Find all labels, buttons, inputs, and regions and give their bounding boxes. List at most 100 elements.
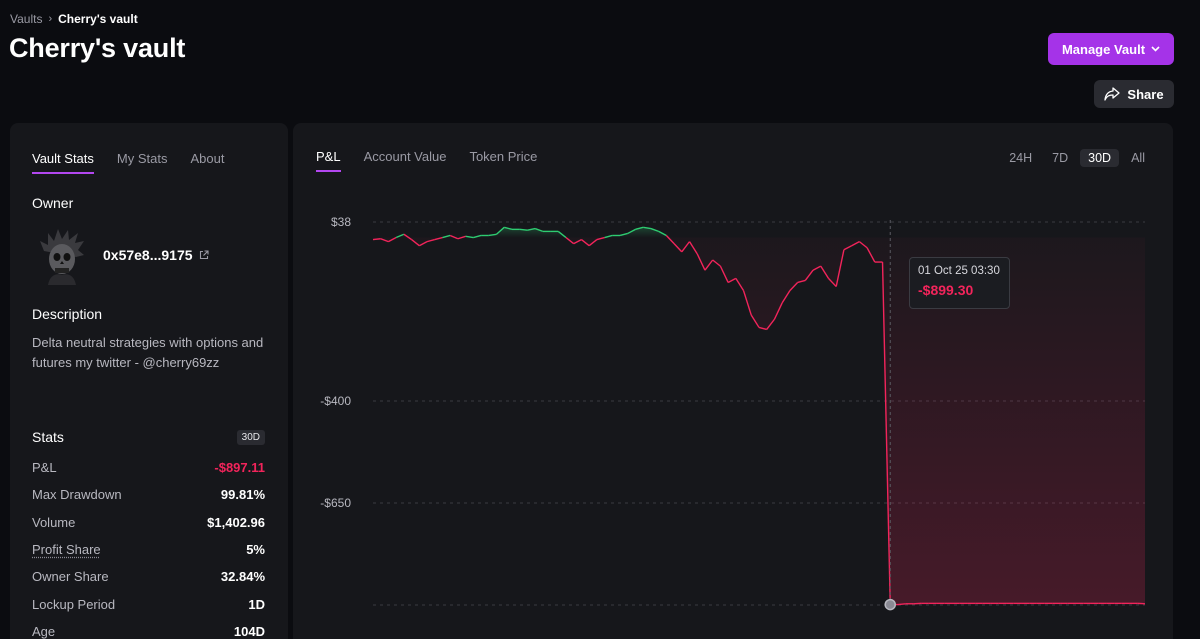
y-tick-label: -$650 <box>320 496 351 510</box>
pnl-line-segment <box>619 232 628 237</box>
stat-row-volume: Volume $1,402.96 <box>32 515 265 530</box>
range-all-button[interactable]: All <box>1131 151 1145 165</box>
pnl-line-segment <box>781 290 791 304</box>
pnl-line-segment <box>519 228 528 231</box>
pnl-line-segment <box>881 262 891 605</box>
pnl-line-segment <box>704 259 714 271</box>
stat-value: 32.84% <box>220 569 265 584</box>
pnl-line-segment <box>673 243 683 253</box>
pnl-line-segment <box>897 603 906 606</box>
vault-stats-panel: Vault Stats My Stats About Owner 0x57e8.… <box>10 123 288 639</box>
pnl-line-segment <box>596 236 605 241</box>
pnl-line-segment <box>750 314 760 328</box>
pnl-line-segment <box>804 269 814 281</box>
tab-my-stats[interactable]: My Stats <box>116 151 168 166</box>
pnl-line-segment <box>449 234 459 240</box>
share-button[interactable]: Share <box>1094 80 1174 108</box>
pnl-line-segment <box>812 265 822 271</box>
range-30d-button[interactable]: 30D <box>1080 149 1120 167</box>
external-link-icon <box>199 250 209 260</box>
pnl-line-segment <box>604 234 613 239</box>
stat-key: Age <box>32 624 56 639</box>
pnl-line-segment <box>727 277 737 284</box>
skull-avatar-icon <box>40 229 84 285</box>
share-icon <box>1104 87 1121 101</box>
tab-token-price[interactable]: Token Price <box>469 149 538 164</box>
pnl-line-segment <box>843 245 852 251</box>
description-text: Delta neutral strategies with options an… <box>32 335 264 370</box>
chart-tabs: P&L Account Value Token Price <box>316 149 537 172</box>
pnl-line-segment <box>858 241 868 249</box>
pnl-line-segment <box>789 282 799 292</box>
pnl-line-segment <box>635 226 644 231</box>
stat-key: P&L <box>32 460 57 475</box>
chevron-right-icon: › <box>48 13 53 25</box>
pnl-line-segment <box>565 236 575 245</box>
range-24h-button[interactable]: 24H <box>1009 151 1033 165</box>
tab-account-value[interactable]: Account Value <box>363 149 447 164</box>
pnl-line-segment <box>573 238 582 245</box>
owner-address-link[interactable]: 0x57e8...9175 <box>103 247 209 263</box>
stat-row-lockup-period: Lockup Period 1D <box>32 597 265 612</box>
pnl-line-segment <box>766 318 775 330</box>
pnl-line-segment <box>643 226 652 230</box>
pnl-line-segment <box>665 235 675 245</box>
stat-key: Owner Share <box>32 569 109 584</box>
chart-panel: P&L Account Value Token Price 24H 7D 30D… <box>293 123 1173 639</box>
pnl-line-segment <box>835 249 845 287</box>
profit-share-help[interactable]: Profit Share <box>32 542 101 557</box>
stat-value: 5% <box>246 542 265 557</box>
stat-row-age: Age 104D <box>32 624 265 639</box>
pnl-line-segment <box>534 227 544 233</box>
stats-label: Stats <box>32 429 64 445</box>
stat-row-owner-share: Owner Share 32.84% <box>32 569 265 584</box>
pnl-line-segment <box>372 238 381 241</box>
share-label: Share <box>1127 86 1164 102</box>
stat-value: 104D <box>233 624 265 639</box>
pnl-line-segment <box>411 239 420 247</box>
chevron-down-icon <box>1151 46 1160 52</box>
pnl-line-segment <box>773 302 783 320</box>
pnl-negative-area <box>373 237 1145 605</box>
y-tick-label: -$400 <box>320 394 351 408</box>
stat-key: Volume <box>32 515 76 530</box>
pnl-line-segment <box>465 235 474 239</box>
pnl-line-segment <box>488 233 497 237</box>
range-7d-button[interactable]: 7D <box>1052 151 1069 165</box>
tab-about[interactable]: About <box>190 151 225 166</box>
pnl-line-segment <box>527 227 536 231</box>
page-title: Cherry's vault <box>9 33 186 63</box>
pnl-line-segment <box>504 226 513 231</box>
pnl-line-segment <box>696 253 706 271</box>
tooltip-time: 01 Oct 25 03:30 <box>918 265 1000 277</box>
pnl-line-segment <box>457 235 466 240</box>
pnl-line-segment <box>688 241 698 255</box>
pnl-line-segment <box>434 236 443 241</box>
manage-vault-label: Manage Vault <box>1061 41 1146 57</box>
pnl-line-segment <box>557 230 567 239</box>
stats-period-badge: 30D <box>236 429 265 445</box>
stat-value: 99.81% <box>220 487 265 502</box>
breadcrumb-vaults-link[interactable]: Vaults <box>10 12 43 26</box>
pnl-chart[interactable]: $38 -$400 -$650 <box>293 123 1173 639</box>
pnl-line-segment <box>712 259 721 267</box>
pnl-line-segment <box>426 238 435 243</box>
y-tick-label: $38 <box>331 215 351 229</box>
stat-key: Lockup Period <box>32 597 116 612</box>
tab-pnl[interactable]: P&L <box>316 149 341 172</box>
pnl-line-segment <box>866 247 876 263</box>
chart-tooltip: 01 Oct 25 03:30 -$899.30 <box>909 257 1010 309</box>
breadcrumb: Vaults › Cherry's vault <box>10 12 138 26</box>
hover-point <box>884 598 896 611</box>
tooltip-value: -$899.30 <box>918 282 974 298</box>
owner-label: Owner <box>32 195 74 211</box>
tab-vault-stats[interactable]: Vault Stats <box>32 151 94 174</box>
pnl-line-segment <box>797 279 806 284</box>
pnl-line-segment <box>588 239 598 247</box>
pnl-line-segment <box>820 265 830 279</box>
time-range-selector: 24H 7D 30D All <box>1001 149 1153 167</box>
pnl-line-segment <box>627 228 636 235</box>
stats-tabs: Vault Stats My Stats About <box>32 151 224 174</box>
manage-vault-button[interactable]: Manage Vault <box>1048 33 1174 65</box>
pnl-line-segment <box>395 233 405 239</box>
